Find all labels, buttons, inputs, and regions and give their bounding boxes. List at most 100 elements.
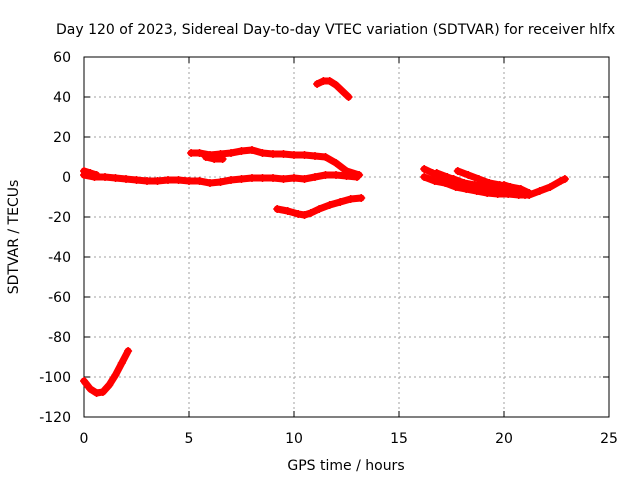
data-point	[506, 183, 515, 191]
data-point	[430, 177, 439, 185]
data-point	[432, 169, 441, 177]
data-point	[237, 175, 246, 183]
data-point	[132, 176, 141, 184]
x-axis-label: GPS time / hours	[287, 458, 404, 474]
data-point	[321, 171, 330, 179]
data-point	[300, 151, 309, 159]
data-point	[258, 149, 267, 157]
x-tick-label: 5	[185, 431, 194, 447]
data-point	[269, 150, 277, 158]
x-tick-label: 20	[495, 431, 513, 447]
data-point	[86, 385, 95, 393]
data-point	[248, 146, 256, 154]
data-point	[206, 179, 214, 187]
data-point	[311, 152, 319, 160]
data-point	[210, 155, 219, 163]
data-point	[187, 149, 196, 157]
data-point	[453, 177, 462, 185]
data-point	[556, 177, 565, 185]
data-point	[237, 147, 246, 155]
data-point	[185, 177, 193, 185]
data-point	[355, 171, 364, 179]
data-point	[279, 150, 288, 158]
data-point	[258, 174, 267, 182]
data-point	[313, 80, 322, 88]
data-point	[474, 175, 483, 183]
data-point	[283, 207, 292, 215]
grid-layer	[84, 57, 609, 417]
data-point	[443, 173, 452, 181]
data-point	[560, 175, 569, 183]
data-point	[105, 381, 114, 389]
data-point	[80, 167, 88, 175]
data-point	[80, 377, 88, 385]
data-point	[332, 159, 340, 167]
data-point	[216, 178, 225, 186]
y-tick-label: 20	[53, 130, 71, 146]
data-point	[86, 169, 95, 177]
data-point	[485, 179, 494, 187]
data-point	[153, 177, 162, 185]
data-point	[357, 194, 366, 202]
y-tick-label: -20	[48, 210, 71, 226]
data-point	[227, 176, 235, 184]
ticks-layer: 0 5 10 15 20 25 -120 -100 -80 -60 -40 -20 0 20 40 60	[39, 50, 618, 447]
data-point	[346, 195, 355, 203]
data-point	[321, 153, 330, 161]
data-point	[485, 187, 494, 195]
chart-title: Day 120 of 2023, Sidereal Day-to-day VTE…	[56, 22, 615, 38]
data-point	[500, 181, 508, 189]
data-point	[98, 388, 107, 396]
y-tick-label: 0	[62, 170, 71, 186]
data-point	[535, 187, 544, 195]
x-tick-label: 0	[80, 431, 89, 447]
data-point	[344, 93, 353, 101]
data-point	[300, 175, 309, 183]
data-point	[332, 171, 340, 179]
data-point	[325, 201, 334, 209]
series-arc-12	[500, 181, 529, 197]
data-point	[269, 174, 277, 182]
data-point	[290, 174, 298, 182]
data-point	[342, 167, 351, 175]
data-point	[92, 389, 101, 397]
data-point	[306, 209, 315, 217]
data-point	[512, 185, 521, 193]
data-point	[315, 205, 324, 213]
data-point	[117, 359, 126, 367]
data-point	[273, 205, 282, 213]
y-tick-label: -120	[39, 410, 71, 426]
data-point	[111, 371, 120, 379]
data-point	[311, 173, 319, 181]
data-point	[164, 176, 172, 184]
data-point	[495, 187, 504, 195]
data-point	[453, 167, 462, 175]
data-point	[124, 347, 133, 355]
data-point	[294, 210, 303, 218]
data-point	[111, 174, 120, 182]
data-point	[92, 171, 101, 179]
plot-frame	[83, 56, 610, 418]
data-point	[464, 171, 473, 179]
data-point	[279, 175, 288, 183]
data-point	[332, 81, 340, 89]
series-layer	[80, 77, 569, 397]
data-point	[201, 153, 210, 161]
data-point	[420, 165, 429, 173]
data-point	[143, 177, 151, 185]
x-tick-label: 15	[390, 431, 408, 447]
data-point	[248, 174, 256, 182]
x-tick-label: 25	[600, 431, 618, 447]
y-tick-label: -100	[39, 370, 71, 386]
data-point	[101, 173, 109, 181]
data-point	[227, 149, 235, 157]
y-axis-label: SDTVAR / TECUs	[6, 180, 22, 295]
y-tick-label: 40	[53, 90, 71, 106]
data-point	[290, 151, 298, 159]
data-point	[464, 181, 473, 189]
y-tick-label: -40	[48, 250, 71, 266]
y-tick-label: 60	[53, 50, 71, 66]
data-point	[451, 183, 460, 191]
data-point	[174, 176, 183, 184]
